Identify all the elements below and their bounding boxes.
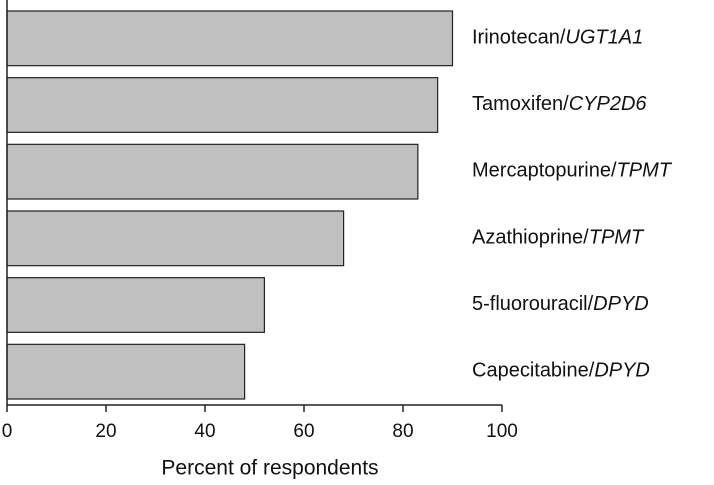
x-tick-label: 0 [2, 421, 13, 442]
bar [6, 277, 265, 333]
category-label: Irinotecan/UGT1A1 [472, 27, 643, 49]
drug-name: Azathioprine/ [472, 227, 589, 249]
x-tick-label: 60 [293, 421, 314, 442]
gene-name: CYP2D6 [569, 93, 648, 115]
category-label: Tamoxifen/CYP2D6 [472, 93, 647, 115]
bar [6, 143, 419, 200]
category-label: 5-fluorouracil/DPYD [472, 293, 649, 315]
drug-name: Irinotecan/ [472, 27, 566, 49]
x-tick-label: 80 [392, 421, 413, 442]
drug-name: 5-fluorouracil/ [472, 293, 594, 315]
bar [6, 343, 246, 400]
gene-name: UGT1A1 [565, 27, 643, 49]
gene-name: DPYD [593, 293, 649, 315]
x-tick-label: 40 [194, 421, 215, 442]
gene-name: TPMT [589, 227, 645, 249]
drug-name: Capecitabine/ [472, 360, 595, 382]
gene-name: TPMT [617, 160, 673, 182]
category-label: Azathioprine/TPMT [472, 227, 645, 249]
category-label: Mercaptopurine/TPMT [472, 160, 673, 182]
gene-name: DPYD [594, 360, 650, 382]
bar [6, 77, 439, 133]
bar [6, 210, 345, 267]
x-tick-label: 20 [95, 421, 116, 442]
drug-name: Tamoxifen/ [472, 93, 569, 115]
drug-name: Mercaptopurine/ [472, 160, 617, 182]
category-label: Capecitabine/DPYD [472, 360, 650, 382]
bar [6, 10, 454, 67]
x-tick-label: 100 [486, 421, 518, 442]
x-axis-label: Percent of respondents [161, 457, 378, 480]
